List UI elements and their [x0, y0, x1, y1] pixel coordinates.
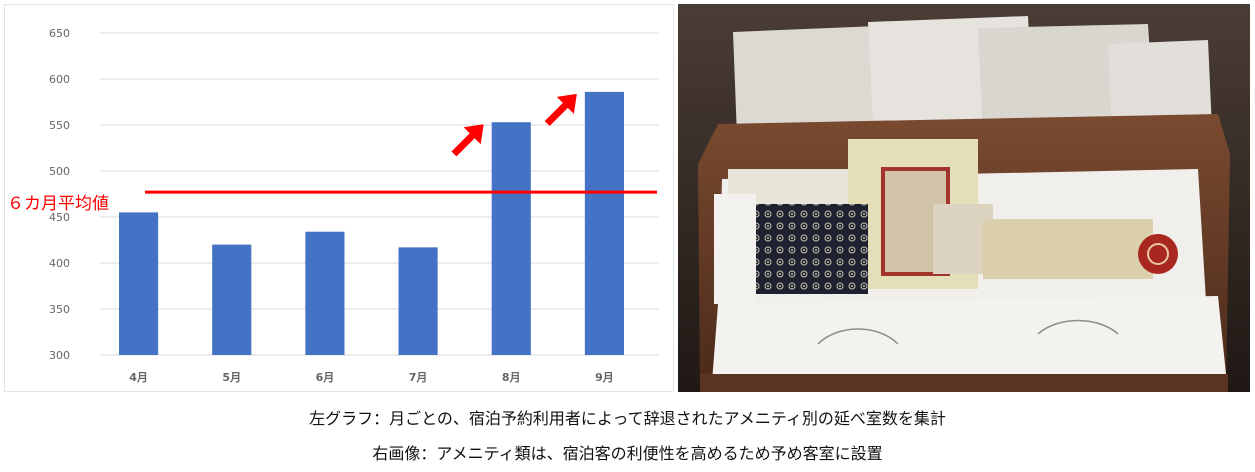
average-line-label: ６カ月平均値	[7, 194, 109, 214]
caption-left-graph: 左グラフ：月ごとの、宿泊予約利用者によって辞退されたアメニティ別の延べ室数を集計	[309, 409, 946, 428]
caption-right-image: 右画像：アメニティ類は、宿泊客の利便性を高めるため予め客室に設置	[372, 444, 883, 463]
average-line-group: ６カ月平均値	[7, 190, 657, 214]
x-tick-label: 5月	[222, 371, 241, 384]
up-arrow-icon	[451, 124, 484, 157]
amenity-tray-illustration	[678, 4, 1250, 392]
y-tick-label: 300	[49, 349, 70, 362]
grid-lines	[100, 32, 659, 356]
bar-chart: 650 600 550 500 450 400 350 300 4月 5月 6月 7月 8月 9月 ６カ…	[7, 27, 659, 384]
bar	[491, 122, 531, 356]
y-tick-label: 350	[49, 303, 70, 316]
bar	[212, 244, 252, 355]
x-axis-ticks: 4月 5月 6月 7月 8月 9月	[129, 371, 613, 384]
x-tick-label: 4月	[129, 371, 148, 384]
up-arrow-icon	[544, 93, 577, 127]
bars	[119, 91, 624, 356]
x-tick-label: 6月	[316, 371, 335, 384]
y-tick-label: 600	[49, 73, 70, 86]
amenity-photo	[678, 4, 1250, 392]
bar	[398, 247, 438, 355]
y-axis-ticks: 650 600 550 500 450 400 350 300	[49, 27, 70, 362]
y-tick-label: 500	[49, 165, 70, 178]
x-tick-label: 7月	[409, 371, 428, 384]
y-tick-label: 450	[49, 211, 70, 224]
x-tick-label: 8月	[502, 371, 521, 384]
y-tick-label: 400	[49, 257, 70, 270]
x-tick-label: 9月	[595, 371, 614, 384]
bar-chart-panel: 650 600 550 500 450 400 350 300 4月 5月 6月 7月 8月 9月 ６カ…	[4, 4, 674, 392]
bar	[584, 91, 624, 355]
bar	[119, 212, 159, 355]
highlight-arrows	[451, 93, 577, 157]
y-tick-label: 650	[49, 27, 70, 40]
y-tick-label: 550	[49, 119, 70, 132]
bar	[305, 231, 345, 355]
